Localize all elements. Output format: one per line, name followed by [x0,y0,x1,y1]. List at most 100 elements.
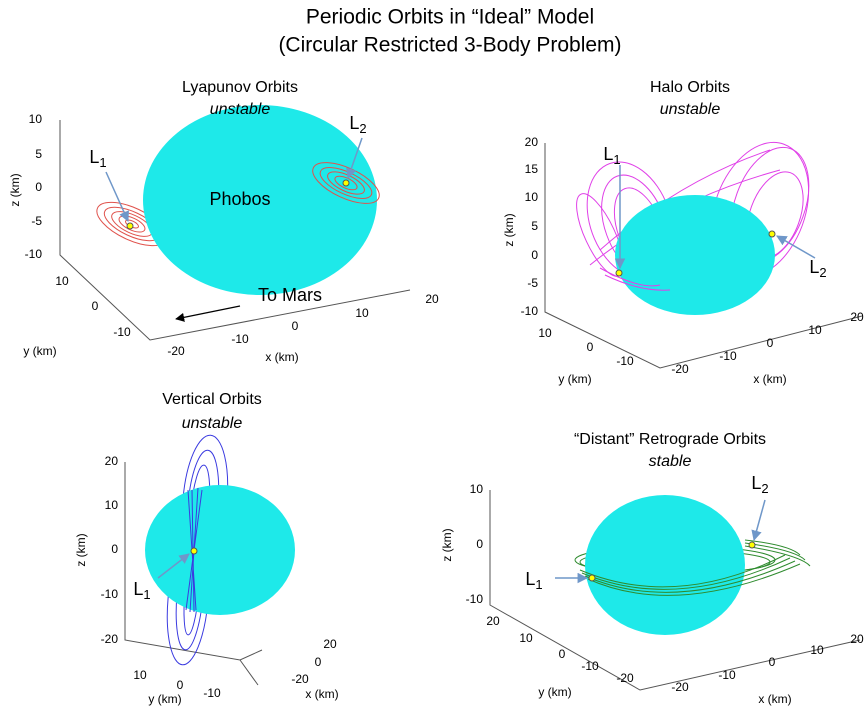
panel-title: Vertical Orbits [162,391,262,408]
x-tick-label: 20 [425,292,439,306]
z-tick-label: 10 [470,482,484,496]
y-tick-label: 10 [538,326,552,340]
z-tick-label: 0 [531,248,538,262]
x-axis-label: x (km) [753,372,786,386]
x-tick-label: -10 [719,349,737,363]
lagrange-sub: 1 [613,152,620,167]
x-tick-label: 10 [355,306,369,320]
y-tick-label: 10 [55,274,69,288]
lagrange-label: L1 [133,579,150,603]
z-axis-label: z (km) [502,213,516,246]
x-tick-label: 20 [323,637,337,651]
lagrange-sub: 1 [99,155,106,170]
stability: stable [649,453,692,470]
body-label: Phobos [209,189,270,209]
z-tick-label: 0 [476,537,483,551]
lagrange-base: L [349,113,359,133]
z-tick-label: 10 [525,190,539,204]
z-tick-label: -20 [101,632,119,646]
x-tick-label: 0 [769,655,776,669]
lagrange-label: L1 [525,569,542,593]
lagrange-label: L2 [349,113,366,137]
z-tick-label: 0 [111,542,118,556]
lagrange-sub: 2 [819,265,826,280]
lagrange-sub: 1 [143,587,150,602]
panel-title: Halo Orbits [650,79,730,96]
y-tick-label: -10 [616,354,634,368]
x-tick-label: 0 [292,319,299,333]
y-axis-label: y (km) [538,685,571,699]
z-tick-label: -5 [527,276,538,290]
lagrange-base: L [89,147,99,167]
stability: unstable [660,101,721,118]
figure-subtitle: (Circular Restricted 3-Body Problem) [278,34,621,57]
lagrange-label: L2 [751,473,768,497]
figure-title: Periodic Orbits in “Ideal” Model [306,6,594,29]
z-tick-label: -10 [466,592,484,606]
x-tick-label: 0 [767,336,774,350]
lagrange-label: L1 [89,147,106,171]
x-tick-label: -10 [231,332,249,346]
y-tick-label: -20 [616,671,634,685]
z-tick-label: 10 [105,498,119,512]
z-tick-label: 20 [105,454,119,468]
x-tick-label: 20 [850,632,864,646]
panel-title: “Distant” Retrograde Orbits [574,431,766,448]
x-axis-label: x (km) [758,692,791,706]
z-axis-label: z (km) [8,173,22,206]
y-tick-label: -10 [581,659,599,673]
lagrange-base: L [809,257,819,277]
x-tick-label: 20 [850,310,864,324]
y-axis-label: y (km) [148,692,181,706]
z-tick-label: -10 [25,247,43,261]
lagrange-base: L [603,144,613,164]
x-tick-label: -20 [167,344,185,358]
x-tick-label: -20 [671,680,689,694]
z-tick-label: 10 [29,112,43,126]
z-tick-label: 20 [525,135,539,149]
lagrange-label: L1 [603,144,620,168]
y-tick-label: -10 [203,686,221,700]
lagrange-base: L [525,569,535,589]
lagrange-base: L [133,579,143,599]
figure: Periodic Orbits in “Ideal” Model (Circul… [0,0,867,707]
z-tick-label: -10 [101,587,119,601]
y-tick-label: 0 [559,647,566,661]
annotation: To Mars [258,285,322,305]
stability: unstable [210,101,271,118]
z-axis-label: z (km) [440,528,454,561]
vertical-plot [125,433,295,685]
y-tick-label: 0 [587,340,594,354]
panel-title: Lyapunov Orbits [182,79,298,96]
y-tick-label: 0 [177,678,184,692]
y-tick-label: 10 [133,668,147,682]
y-tick-label: 0 [92,299,99,313]
lagrange-label: L2 [809,257,826,281]
x-axis-label: x (km) [265,350,298,364]
z-tick-label: 0 [35,180,42,194]
x-tick-label: 10 [810,643,824,657]
y-axis-label: y (km) [558,372,591,386]
x-tick-label: -20 [671,362,689,376]
dro-plot [490,490,860,690]
x-tick-label: -10 [718,668,736,682]
z-axis-label: z (km) [74,533,88,566]
stability: unstable [182,415,243,432]
y-tick-label: 10 [519,631,533,645]
z-tick-label: -10 [521,304,539,318]
x-axis-label: x (km) [305,687,338,701]
z-tick-label: 15 [525,162,539,176]
lagrange-sub: 1 [535,577,542,592]
y-tick-label: -10 [113,325,131,339]
z-tick-label: -5 [31,214,42,228]
lagrange-base: L [751,473,761,493]
x-tick-label: 10 [808,323,822,337]
y-tick-label: 20 [486,614,500,628]
x-tick-label: -20 [291,672,309,686]
z-tick-label: 5 [531,219,538,233]
y-axis-label: y (km) [23,344,56,358]
lyapunov-plot [60,105,410,340]
lagrange-sub: 2 [359,121,366,136]
z-tick-label: 5 [35,147,42,161]
lagrange-sub: 2 [761,481,768,496]
